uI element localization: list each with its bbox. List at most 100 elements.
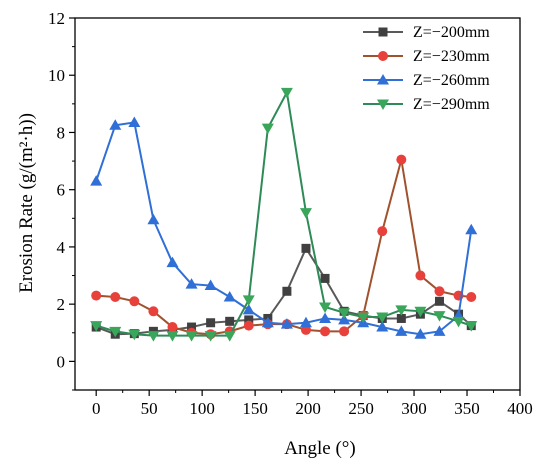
data-point: [433, 311, 446, 322]
data-point: [319, 312, 332, 323]
data-point: [466, 292, 477, 302]
legend-marker: [377, 99, 389, 110]
data-point: [300, 324, 311, 335]
data-point: [204, 279, 217, 291]
x-tick-label: 0: [92, 399, 101, 418]
data-point: [396, 154, 407, 165]
data-point: [376, 321, 389, 332]
x-axis: 0 50 100 150 200 250 300 350 400: [92, 390, 533, 418]
legend-label: Z=−230mm: [413, 48, 490, 65]
y-tick-label: 2: [57, 295, 66, 314]
data-point: [452, 316, 465, 328]
data-point: [434, 286, 445, 297]
legend-marker: [377, 74, 389, 85]
data-point: [357, 312, 370, 324]
data-point: [223, 331, 236, 342]
data-point: [301, 243, 311, 253]
legend-marker: [378, 27, 388, 37]
x-tick-label: 350: [454, 399, 480, 418]
data-point: [147, 213, 160, 225]
legend: Z=−200mm Z=−230mm Z=−260mm Z=−290mm: [363, 24, 490, 113]
y-axis: 0 2 4 6 8 10 12: [48, 9, 75, 391]
plot-border: [74, 17, 521, 391]
data-point: [90, 321, 103, 332]
series-3: [90, 116, 478, 339]
series-4: [90, 87, 478, 342]
y-tick-label: 0: [57, 352, 66, 371]
data-point: [242, 303, 255, 315]
data-point: [91, 290, 102, 301]
data-point: [395, 305, 408, 316]
data-point: [434, 296, 444, 306]
data-point: [110, 292, 121, 302]
legend-entry-1: Z=−200mm: [363, 24, 490, 41]
data-point: [299, 316, 312, 328]
data-point: [414, 328, 427, 339]
data-point: [185, 331, 198, 342]
data-point: [148, 306, 159, 317]
data-point: [282, 286, 292, 296]
data-point: [280, 87, 293, 99]
legend-entry-3: Z=−260mm: [363, 72, 490, 89]
data-point: [415, 270, 426, 281]
data-point: [223, 291, 236, 302]
x-tick-label: 150: [242, 399, 268, 418]
plot-frame: [74, 17, 521, 391]
y-tick-label: 4: [57, 238, 66, 257]
data-point: [339, 326, 350, 337]
data-point: [299, 208, 312, 219]
data-point: [129, 296, 140, 307]
x-tick-label: 50: [141, 399, 158, 418]
legend-marker: [378, 51, 388, 61]
data-point: [128, 329, 141, 341]
data-point: [166, 256, 179, 268]
data-point: [433, 325, 446, 336]
data-point: [261, 316, 274, 328]
legend-label: Z=−200mm: [413, 24, 490, 41]
data-point: [320, 326, 331, 337]
data-point: [280, 318, 293, 329]
data-point: [338, 308, 351, 319]
data-point: [204, 331, 217, 342]
data-point: [261, 123, 274, 135]
data-point: [376, 312, 389, 324]
data-point: [109, 119, 122, 130]
legend-entry-4: Z=−290mm: [363, 96, 490, 113]
data-point: [396, 313, 406, 323]
data-point: [147, 331, 160, 342]
data-point: [187, 322, 197, 332]
legend-entry-2: Z=−230mm: [363, 48, 490, 65]
data-point: [244, 315, 254, 325]
data-point: [206, 318, 216, 328]
data-point: [465, 321, 478, 332]
data-point: [465, 223, 478, 235]
data-point: [166, 331, 179, 342]
data-point: [90, 175, 103, 186]
data-point: [109, 326, 122, 338]
data-point: [242, 295, 255, 306]
data-point: [395, 325, 408, 336]
x-axis-title: Angle (°): [284, 438, 355, 459]
data-point: [243, 320, 254, 331]
data-point: [414, 306, 427, 318]
data-point: [225, 316, 235, 326]
data-point: [338, 313, 351, 325]
data-point: [167, 322, 178, 333]
x-tick-label: 200: [295, 399, 321, 418]
x-tick-label: 250: [348, 399, 374, 418]
x-tick-label: 300: [401, 399, 427, 418]
series-layer: [90, 87, 478, 342]
data-point: [128, 116, 141, 127]
legend-label: Z=−260mm: [413, 72, 490, 89]
y-tick-label: 12: [48, 9, 65, 28]
legend-label: Z=−290mm: [413, 96, 490, 113]
y-tick-label: 6: [57, 181, 66, 200]
data-point: [320, 273, 330, 283]
y-axis-title: Erosion Rate (g/(m²·h)): [16, 113, 37, 293]
y-tick-label: 10: [48, 66, 65, 85]
data-point: [319, 302, 332, 314]
x-tick-label: 100: [189, 399, 215, 418]
x-tick-label: 400: [507, 399, 533, 418]
